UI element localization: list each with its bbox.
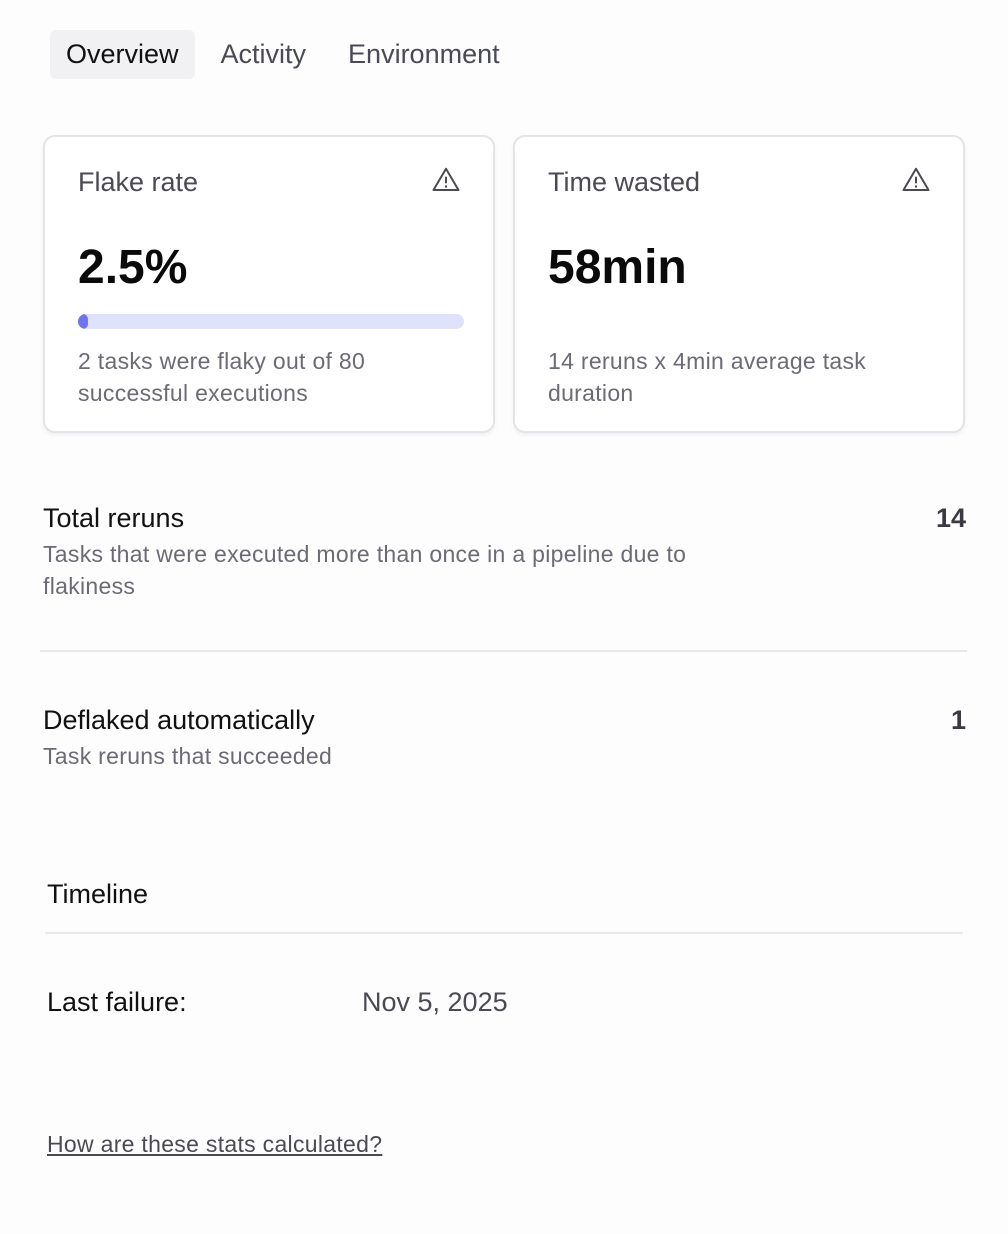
tab-overview[interactable]: Overview — [50, 30, 195, 79]
tab-environment[interactable]: Environment — [348, 39, 500, 69]
time-wasted-value: 58min — [548, 241, 687, 294]
warning-icon — [432, 167, 460, 191]
card-description: 14 reruns x 4min average task duration — [548, 348, 867, 406]
progress-fill — [78, 314, 88, 329]
flake-rate-card: Flake rate 2.5% 2 tasks were flaky out o… — [43, 135, 495, 433]
card-title: Time wasted — [548, 167, 701, 197]
warning-icon — [902, 167, 930, 191]
flake-rate-progress — [78, 314, 464, 329]
divider — [40, 650, 967, 652]
flake-rate-value: 2.5% — [78, 241, 188, 294]
card-title: Flake rate — [78, 167, 199, 197]
total-reruns-label: Total reruns — [43, 503, 185, 533]
card-description: 2 tasks were flaky out of 80 successful … — [78, 348, 366, 406]
last-failure-label: Last failure: — [47, 987, 187, 1017]
time-wasted-card: Time wasted 58min 14 reruns x 4min avera… — [513, 135, 965, 433]
deflaked-label: Deflaked automatically — [43, 705, 315, 735]
deflaked-value: 1 — [950, 705, 966, 735]
deflaked-row: Deflaked automatically 1 Task reruns tha… — [43, 705, 966, 772]
tab-activity[interactable]: Activity — [220, 39, 307, 69]
tab-bar: Overview Activity Environment — [50, 30, 526, 79]
stats-help-link[interactable]: How are these stats calculated? — [47, 1131, 383, 1157]
total-reruns-row: Total reruns 14 Tasks that were executed… — [43, 503, 966, 602]
deflaked-description: Task reruns that succeeded — [43, 743, 333, 769]
timeline-heading: Timeline — [47, 879, 149, 909]
total-reruns-value: 14 — [935, 503, 966, 533]
last-failure-value: Nov 5, 2025 — [362, 987, 508, 1017]
total-reruns-description: Tasks that were executed more than once … — [43, 541, 687, 599]
divider — [45, 932, 963, 934]
